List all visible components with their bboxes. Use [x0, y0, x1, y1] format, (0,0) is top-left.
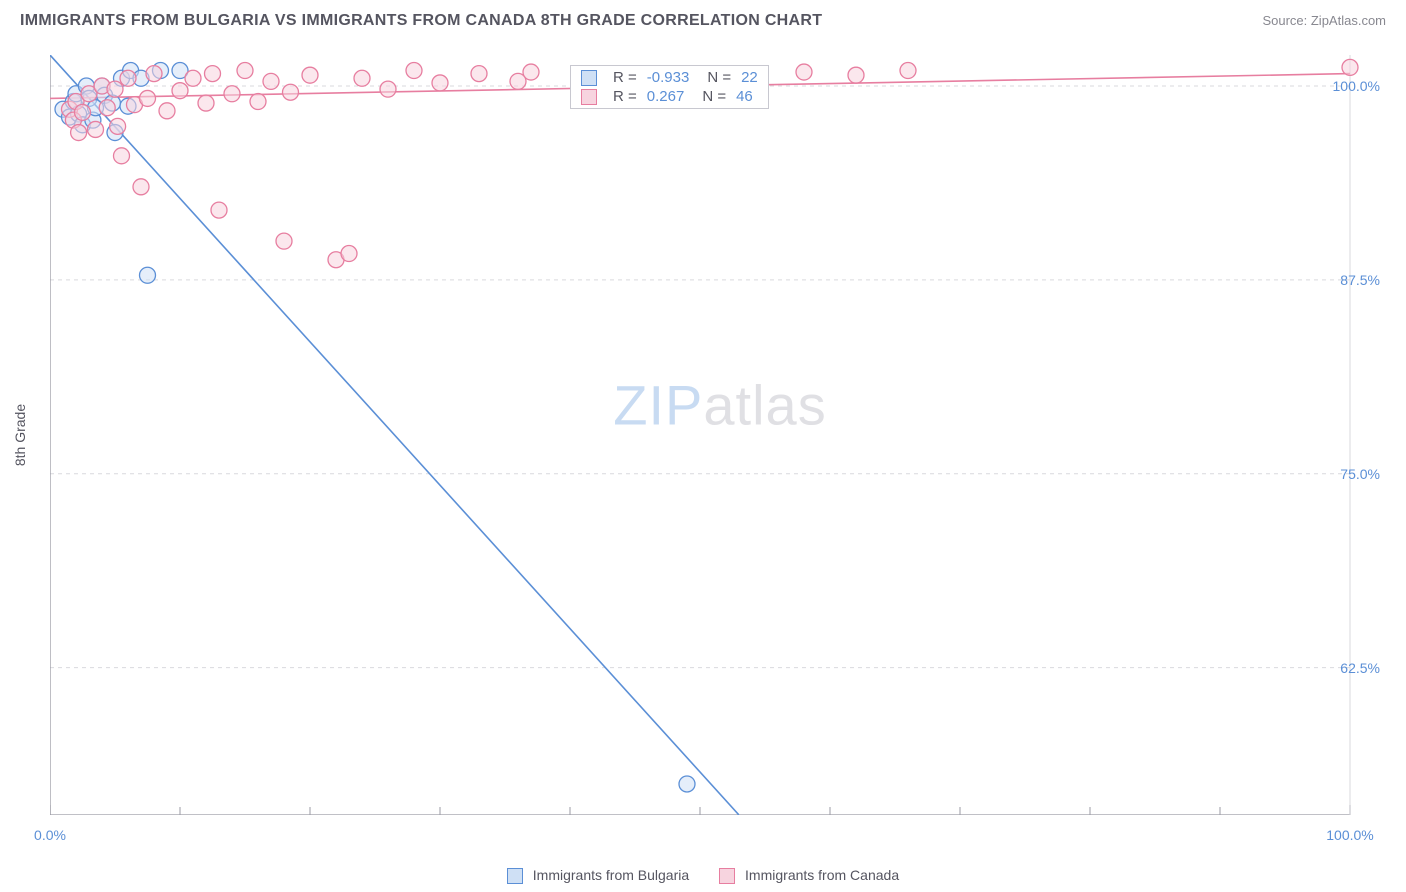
x-tick-label: 0.0%	[34, 827, 66, 843]
chart-source: Source: ZipAtlas.com	[1262, 13, 1386, 28]
legend-item-canada: Immigrants from Canada	[719, 867, 899, 884]
y-tick-label: 100.0%	[1333, 78, 1380, 94]
stats-legend: R =-0.933N =22R =0.267N =46	[570, 65, 769, 109]
y-tick-label: 75.0%	[1340, 466, 1380, 482]
chart-header: IMMIGRANTS FROM BULGARIA VS IMMIGRANTS F…	[0, 0, 1406, 38]
x-tick-label: 100.0%	[1326, 827, 1373, 843]
legend-swatch-bulgaria	[507, 868, 523, 884]
stats-legend-row: R =0.267N =46	[571, 87, 768, 106]
chart-title: IMMIGRANTS FROM BULGARIA VS IMMIGRANTS F…	[20, 12, 822, 30]
legend-swatch-canada	[719, 868, 735, 884]
stats-legend-row: R =-0.933N =22	[571, 68, 768, 87]
y-axis-label: 8th Grade	[12, 404, 28, 466]
bottom-legend: Immigrants from Bulgaria Immigrants from…	[0, 867, 1406, 884]
legend-label-bulgaria: Immigrants from Bulgaria	[533, 867, 689, 883]
y-tick-label: 62.5%	[1340, 660, 1380, 676]
legend-label-canada: Immigrants from Canada	[745, 867, 899, 883]
legend-item-bulgaria: Immigrants from Bulgaria	[507, 867, 689, 884]
scatter-plot-svg	[50, 55, 1390, 815]
y-tick-label: 87.5%	[1340, 272, 1380, 288]
chart-area: 8th Grade ZIPatlas R =-0.933N =22R =0.26…	[50, 55, 1390, 815]
